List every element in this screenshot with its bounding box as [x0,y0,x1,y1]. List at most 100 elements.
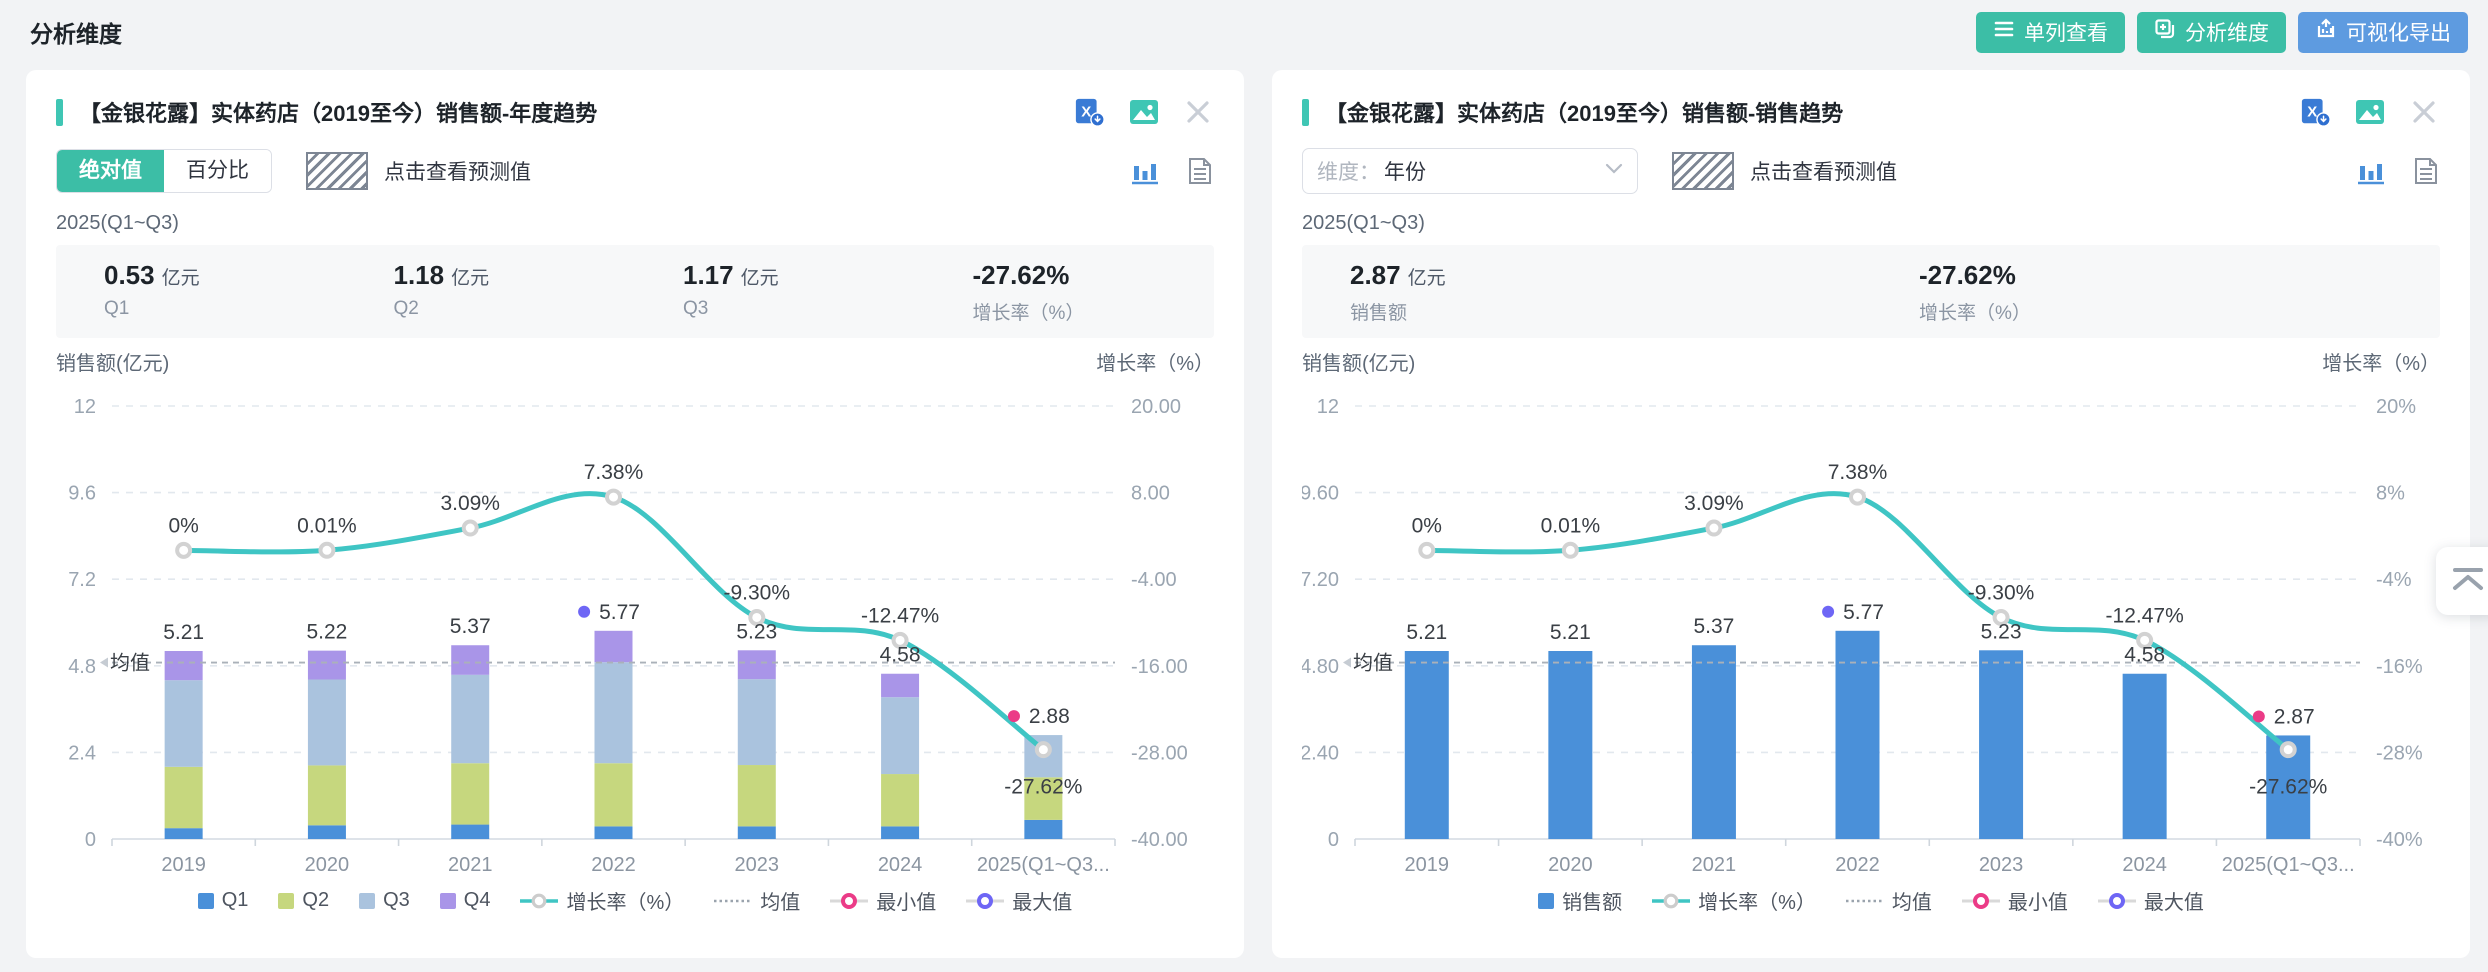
svg-text:2019: 2019 [1405,854,1450,876]
chart-view-icon[interactable] [2356,156,2386,186]
svg-text:增长率（%）: 增长率（%） [1096,352,1214,375]
legend-label: 最小值 [2007,892,2068,914]
svg-text:2024: 2024 [2122,854,2167,876]
legend-swatch-dotline [714,899,753,902]
image-export-icon[interactable] [2354,96,2386,128]
panel-title: 【金银花露】实体药店（2019至今）销售额-销售趋势 [1325,101,1844,126]
svg-text:3.09%: 3.09% [1684,492,1744,515]
svg-text:5.21: 5.21 [163,621,204,644]
chevron-down-icon [1605,162,1623,180]
stats-summary: 0.53 亿元 Q1 1.18 亿元 Q2 1.17 亿元 Q3 -27.62% 增长… [56,245,1214,338]
stat-growth-rate: -27.62% 增长率（%） [972,260,1085,324]
svg-text:均值: 均值 [1353,652,1393,675]
legend-item[interactable]: 销售额 [1538,886,1622,915]
legend-item[interactable]: 增长率（%） [1652,886,1816,915]
svg-text:X: X [1081,104,1091,121]
period-label: 2025(Q1~Q3) [56,212,179,234]
svg-text:4.58: 4.58 [2124,644,2165,667]
svg-text:-27.62%: -27.62% [2249,776,2327,799]
hatch-swatch [1672,152,1734,190]
excel-download-icon[interactable]: X [2300,96,2332,128]
panel-title: 【金银花露】实体药店（2019至今）销售额-年度趋势 [79,101,598,126]
legend-item[interactable]: Q2 [278,889,329,912]
scroll-to-top-button[interactable] [2436,547,2488,615]
legend-item[interactable]: Q3 [359,889,410,912]
chart-legend: Q1 Q2 Q3 Q4 增长率（%） 均值 最小值 最大值 [26,886,1244,915]
legend-item[interactable]: 最小值 [830,886,936,915]
percentage-tab[interactable]: 百分比 [164,150,271,192]
svg-text:-16.00: -16.00 [1131,656,1188,678]
svg-text:5.22: 5.22 [306,621,347,644]
title-accent-bar [56,98,63,126]
image-export-icon[interactable] [1128,96,1160,128]
single-column-view-button[interactable]: 单列查看 [1976,11,2125,53]
legend-swatch-square [359,892,376,909]
panel-yearly-trend: 【金银花露】实体药店（2019至今）销售额-年度趋势 X 绝对值 百分比 点击查… [26,70,1244,958]
svg-text:-12.47%: -12.47% [2106,604,2184,627]
legend-label: Q3 [383,889,410,911]
sales-trend-chart[interactable]: 销售额(亿元) 增长率（%） 12 9.60 7.20 4.80 2.40 0 20% 8% -4%… [1302,344,2440,884]
close-icon[interactable] [1182,96,1214,128]
svg-text:-4%: -4% [2376,569,2412,591]
svg-text:0%: 0% [1412,514,1442,537]
copy-plus-icon [2154,18,2176,46]
scroll-top-icon [2450,564,2486,599]
svg-text:2024: 2024 [878,854,923,876]
legend-item[interactable]: Q1 [197,889,249,912]
svg-text:-12.47%: -12.47% [861,604,939,627]
legend-item[interactable]: Q4 [439,889,490,912]
legend-label: 销售额 [1562,892,1623,914]
legend-label: Q1 [221,889,249,911]
excel-download-icon[interactable]: X [1074,96,1106,128]
svg-text:9.6: 9.6 [68,483,96,505]
legend-item[interactable]: 增长率（%） [520,886,684,915]
svg-text:增长率（%）: 增长率（%） [2322,352,2440,375]
stat-q1: 0.53 亿元 Q1 [104,260,200,319]
svg-text:4.8: 4.8 [68,656,96,678]
svg-text:-40.00: -40.00 [1131,829,1188,851]
legend-swatch-square [278,892,295,909]
dimension-select[interactable]: 维度： 年份 [1302,148,1638,194]
legend-label: 均值 [760,892,801,914]
svg-text:5.23: 5.23 [736,620,777,643]
svg-text:5.37: 5.37 [1693,615,1734,638]
svg-text:20%: 20% [2376,396,2416,418]
visual-export-button[interactable]: 可视化导出 [2298,11,2468,53]
svg-text:2022: 2022 [591,854,636,876]
chart-view-icon[interactable] [1130,156,1160,186]
svg-text:-28%: -28% [2376,742,2423,764]
legend-item[interactable]: 均值 [1845,886,1932,915]
panel-sales-trend: 【金银花露】实体药店（2019至今）销售额-销售趋势 X 维度： 年份 点击查看… [1272,70,2470,958]
svg-text:销售额(亿元): 销售额(亿元) [56,352,169,375]
svg-text:2025(Q1~Q3...: 2025(Q1~Q3... [977,854,1110,876]
svg-text:-4.00: -4.00 [1131,569,1177,591]
legend-item[interactable]: 均值 [714,886,800,915]
svg-text:7.38%: 7.38% [1828,461,1888,484]
legend-item[interactable]: 最大值 [966,886,1072,915]
svg-text:20.00: 20.00 [1131,396,1181,418]
svg-text:7.2: 7.2 [68,569,96,591]
absolute-value-tab[interactable]: 绝对值 [57,150,164,192]
svg-text:2021: 2021 [448,854,493,876]
svg-text:2020: 2020 [1548,854,1593,876]
legend-swatch-ring [966,892,1005,909]
svg-text:-28.00: -28.00 [1131,742,1188,764]
forecast-toggle[interactable]: 点击查看预测值 [306,152,531,190]
legend-swatch-linedot [1652,893,1691,908]
svg-text:2020: 2020 [305,854,350,876]
list-icon [1993,18,2015,46]
svg-text:-27.62%: -27.62% [1004,776,1082,799]
close-icon[interactable] [2408,96,2440,128]
table-view-icon[interactable] [2412,156,2440,186]
legend-item[interactable]: 最大值 [2097,886,2204,915]
legend-label: 增长率（%） [1698,892,1816,914]
analysis-dimension-button[interactable]: 分析维度 [2137,11,2286,53]
svg-text:0.01%: 0.01% [297,514,357,537]
stat-sales: 2.87 亿元 销售额 [1350,260,1446,324]
table-view-icon[interactable] [1186,156,1214,186]
svg-text:X: X [2307,104,2317,121]
forecast-toggle[interactable]: 点击查看预测值 [1672,152,1897,190]
svg-text:9.60: 9.60 [1302,483,1339,505]
yearly-trend-chart[interactable]: 销售额(亿元) 增长率（%） 12 9.6 7.2 4.8 2.4 0 20.00 8.00 -4.… [56,344,1214,884]
legend-item[interactable]: 最小值 [1961,886,2068,915]
